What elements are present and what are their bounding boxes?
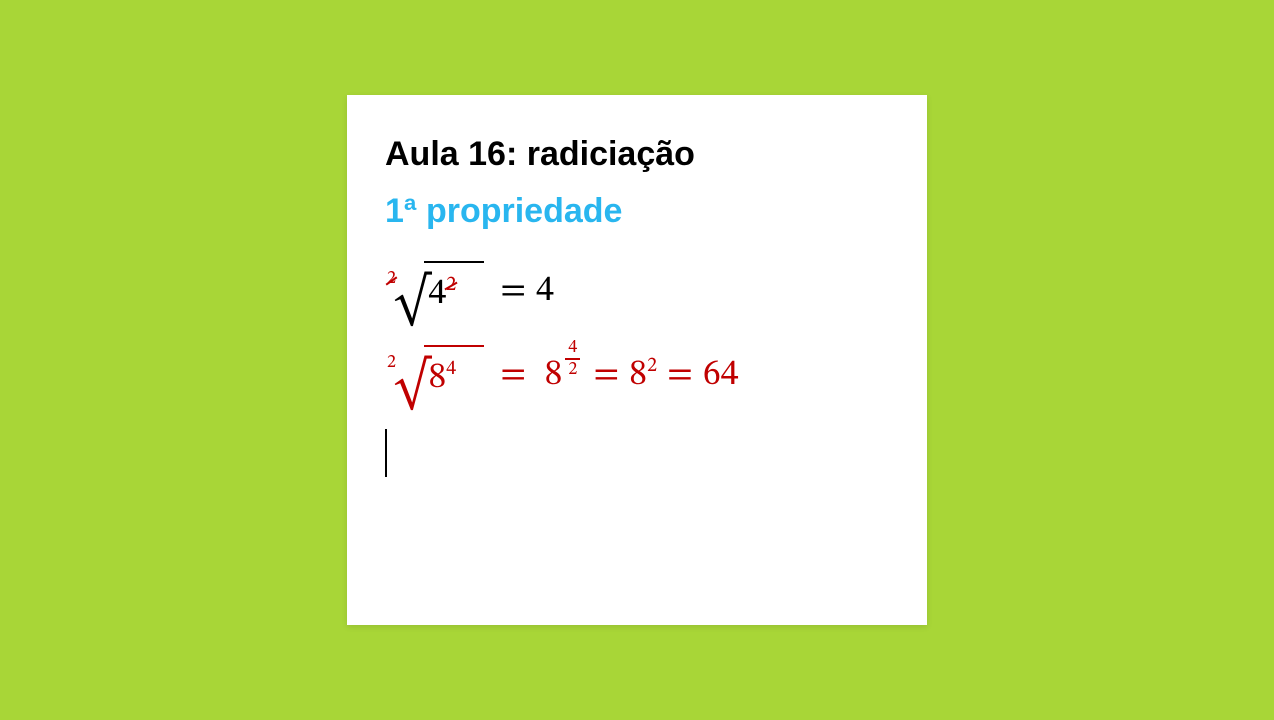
result: 4 [536,264,554,318]
radical-1: 2 √ 42 [385,261,484,321]
text-cursor [385,429,387,477]
equals-sign: = [500,348,526,402]
slide-subtitle: 1ª propriedade [385,192,889,231]
result: 64 [703,348,739,402]
step-power: 82 [629,348,657,402]
equals-sign: = [667,348,693,402]
radical-2: 2 √ 84 [385,345,484,405]
equation-2: 2 √ 84 = 8 4 2 = 82 = 64 [385,345,889,405]
equals-sign: = [500,264,526,318]
equation-1: 2 √ 42 = 4 [385,261,889,321]
radicand: 84 [424,345,484,405]
step-base: 8 [536,348,562,402]
fraction-exponent: 4 2 [565,339,580,379]
radicand: 42 [424,261,484,321]
equals-sign: = [593,348,619,402]
radical-sign: √ [394,279,431,325]
slide-card: Aula 16: radiciação 1ª propriedade 2 √ 4… [347,95,927,625]
radical-sign: √ [394,363,431,409]
slide-title: Aula 16: radiciação [385,135,889,174]
